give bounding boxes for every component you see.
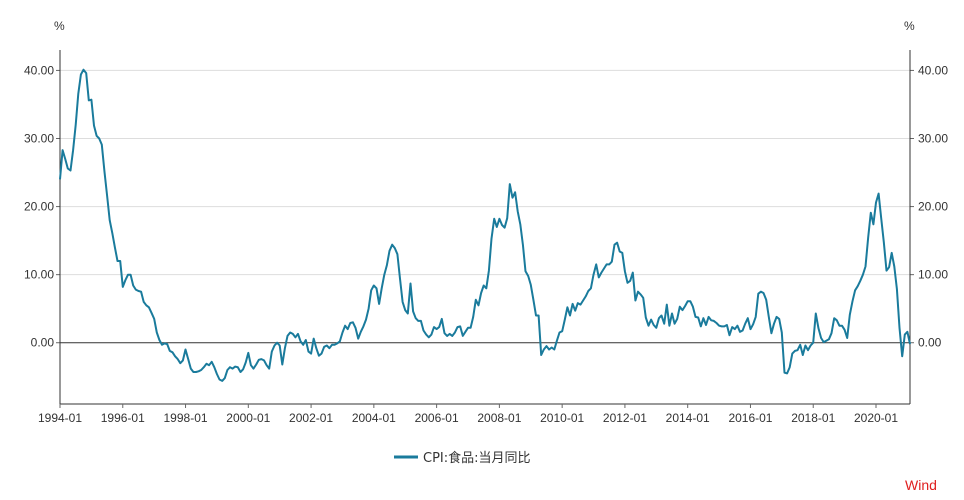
left-y-tick-labels: 40.00 30.00 20.00 10.00 0.00 [24, 63, 54, 349]
x-tick-label: 2020-01 [854, 411, 898, 425]
left-y-tick-label: 10.00 [24, 268, 54, 282]
x-tick-label: 2008-01 [477, 411, 521, 425]
right-y-tick-labels: 40.00 30.00 20.00 10.00 0.00 [918, 63, 948, 349]
right-y-tick-label: 0.00 [918, 336, 942, 350]
legend[interactable]: CPI:食品:当月同比 [394, 450, 531, 466]
right-axis-unit: % [904, 19, 915, 33]
x-tick-label: 1998-01 [164, 411, 208, 425]
x-tick-label: 2000-01 [226, 411, 270, 425]
left-axis-unit: % [54, 19, 65, 33]
x-tick-labels: 1994-01 1996-01 1998-01 2000-01 2002-01 2004-… [38, 404, 898, 425]
x-tick-label: 1994-01 [38, 411, 82, 425]
x-tick-label: 2002-01 [289, 411, 333, 425]
right-y-tick-label: 40.00 [918, 63, 948, 77]
x-tick-label: 2012-01 [603, 411, 647, 425]
series-line-cpi-food[interactable] [59, 68, 911, 382]
x-tick-label: 2018-01 [791, 411, 835, 425]
right-y-tick-label: 30.00 [918, 132, 948, 146]
plot-area [60, 50, 910, 404]
x-tick-label: 2010-01 [540, 411, 584, 425]
left-y-tick-label: 0.00 [31, 336, 55, 350]
series-layer [59, 68, 911, 382]
x-tick-label: 2014-01 [666, 411, 710, 425]
right-y-tick-label: 20.00 [918, 200, 948, 214]
x-tick-label: 1996-01 [101, 411, 145, 425]
plot-background [60, 50, 910, 404]
x-tick-label: 2016-01 [728, 411, 772, 425]
gridlines [56, 69, 914, 344]
wind-watermark: Wind [905, 477, 937, 493]
left-y-tick-label: 20.00 [24, 200, 54, 214]
right-y-tick-label: 10.00 [918, 268, 948, 282]
legend-label: CPI:食品:当月同比 [423, 450, 531, 466]
left-y-tick-label: 40.00 [24, 63, 54, 77]
x-tick-label: 2004-01 [352, 411, 396, 425]
left-y-tick-label: 30.00 [24, 132, 54, 146]
x-tick-label: 2006-01 [415, 411, 459, 425]
axes [59, 50, 911, 405]
